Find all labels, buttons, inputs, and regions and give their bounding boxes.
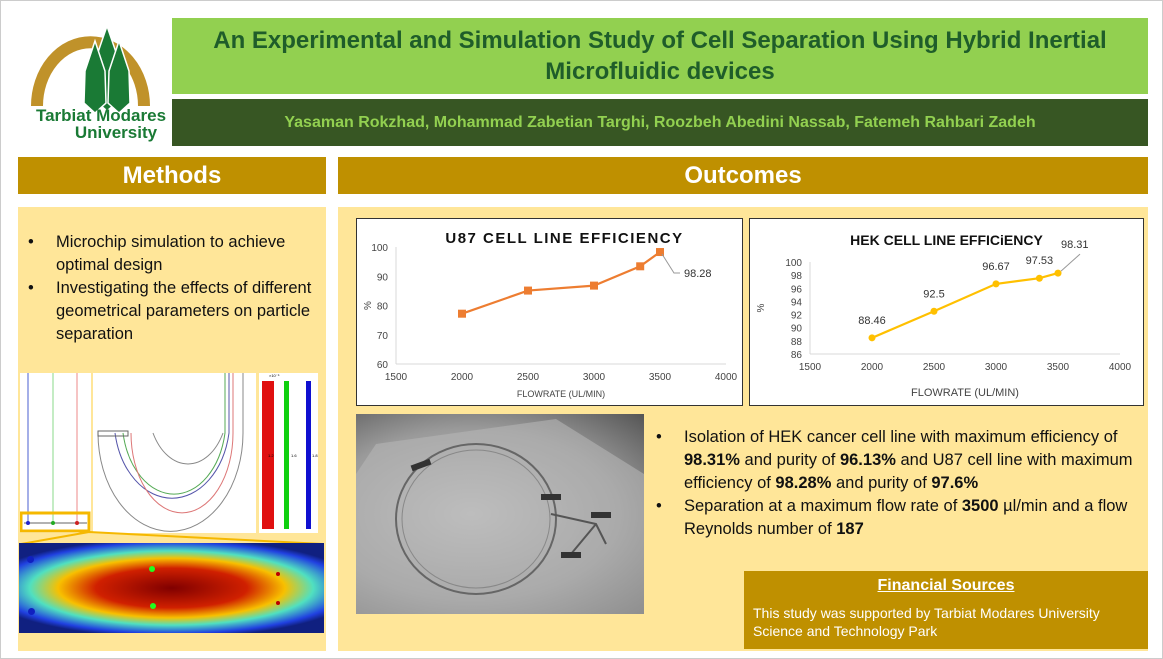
x-tick-label: 2000 [861,362,884,373]
y-tick-label: 90 [791,324,803,335]
data-label: 97.53 [1026,255,1054,267]
u87-efficiency-chart: U87 CELL LINE EFFICIENCY 60 70 80 90 100 1500… [356,218,743,406]
y-tick-label: 80 [377,302,389,313]
poster-title: An Experimental and Simulation Study of … [172,18,1148,94]
channel-outlet-figure [19,373,91,533]
colorbar-figure: ×10⁻⁵ 1.2 1.6 1.8 [259,373,318,533]
chart-title: HEK CELL LINE EFFICiENCY [850,232,1043,248]
y-axis-label: % [363,301,374,310]
zoom-region-marker [19,511,91,533]
x-tick-label: 2500 [517,372,540,383]
highlight-value: 98.31% [684,451,740,469]
x-tick-label: 3500 [1047,362,1070,373]
y-tick-label: 60 [377,360,389,371]
methods-bullet: Microchip simulation to achieve optimal … [28,231,328,277]
outcomes-bullet: Isolation of HEK cancer cell line with m… [656,426,1141,495]
colorbar-label: 1.6 [291,453,297,458]
data-point [1054,269,1062,277]
financial-text: This study was supported by Tarbiat Moda… [753,605,1100,639]
y-tick-label: 96 [791,284,803,295]
y-tick-label: 70 [377,331,389,342]
data-label: 98.28 [684,268,712,280]
highlight-value: 96.13% [839,451,896,469]
data-label: 96.67 [982,261,1010,273]
authors: Yasaman Rokzhad, Mohammad Zabetian Targh… [172,99,1148,146]
zoom-connector [20,531,324,545]
data-label: 92.5 [923,288,944,300]
methods-bullets: Microchip simulation to achieve optimal … [28,231,328,346]
bullet-text: Isolation of HEK cancer cell line with m… [684,428,1118,446]
y-tick-label: 92 [791,311,803,322]
series-line [461,251,661,315]
data-point [656,248,664,257]
colorbar-exponent: ×10⁻⁵ [269,373,280,378]
logo-text-line2: University [74,123,158,142]
data-point [992,280,1000,288]
y-tick-label: 88 [791,337,803,348]
logo-text-line1: Tarbiat Modares [35,106,167,125]
colorbar-label: 1.8 [312,453,318,458]
y-tick-label: 90 [377,272,389,283]
x-tick-label: 3500 [649,372,672,383]
data-point [524,286,532,295]
data-point [458,309,466,318]
data-point [930,307,938,315]
bullet-text: and U87 cell line with maximum efficienc… [684,451,1133,492]
y-tick-label: 86 [791,350,803,361]
x-tick-label: 3000 [583,372,606,383]
y-tick-label: 98 [791,271,803,282]
highlight-value: 187 [836,520,864,538]
methods-bullet: Investigating the effects of different g… [28,277,328,346]
data-label: 88.46 [858,315,886,327]
logo-emblem-icon [31,23,150,115]
velocity-heatmap [19,543,324,633]
x-tick-label: 4000 [1109,362,1132,373]
university-logo: Tarbiat Modares University [9,11,169,146]
leader-line [661,253,680,274]
y-tick-label: 100 [785,258,802,269]
x-tick-label: 1500 [799,362,822,373]
outcomes-bullets: Isolation of HEK cancer cell line with m… [656,426,1141,541]
highlight-value: 98.28% [775,474,832,492]
methods-header: Methods [18,157,326,194]
bullet-text: and purity of [739,451,840,469]
outcomes-bullet: Separation at a maximum flow rate of 350… [656,495,1141,541]
x-tick-label: 1500 [385,372,408,383]
data-point [868,334,876,342]
series-line [871,272,1059,339]
x-axis-label: FLOWRATE (UL/MIN) [517,389,605,399]
colorbar-label: 1.2 [268,453,274,458]
data-point [636,262,645,271]
bullet-text: and purity of [831,474,932,492]
bullet-text: µl/min and a flow Reynolds number of [684,497,1128,538]
y-tick-label: 94 [791,297,803,308]
financial-sources-box: Financial Sources This study was support… [744,571,1148,649]
outcomes-header: Outcomes [338,157,1148,194]
highlight-value: 3500 [961,497,999,515]
bullet-text: Separation at a maximum flow rate of [684,497,962,515]
data-point [590,281,598,290]
x-tick-label: 2500 [923,362,946,373]
y-axis-label: % [756,303,767,312]
chart-title: U87 CELL LINE EFFICIENCY [445,230,684,247]
x-tick-label: 4000 [715,372,738,383]
hek-efficiency-chart: HEK CELL LINE EFFICiENCY 86 88 90 92 94 96 98 1… [749,218,1144,406]
data-point [1035,274,1043,282]
data-label: 98.31 [1061,239,1089,251]
financial-title: Financial Sources [877,577,1015,594]
y-tick-label: 100 [371,243,388,254]
spiral-trajectory-figure [93,373,256,533]
x-tick-label: 3000 [985,362,1008,373]
x-axis-label: FLOWRATE (UL/MIN) [911,387,1019,399]
x-tick-label: 2000 [451,372,474,383]
leader-line [1060,253,1081,272]
microchip-photo [356,414,644,614]
highlight-value: 97.6% [931,474,979,492]
